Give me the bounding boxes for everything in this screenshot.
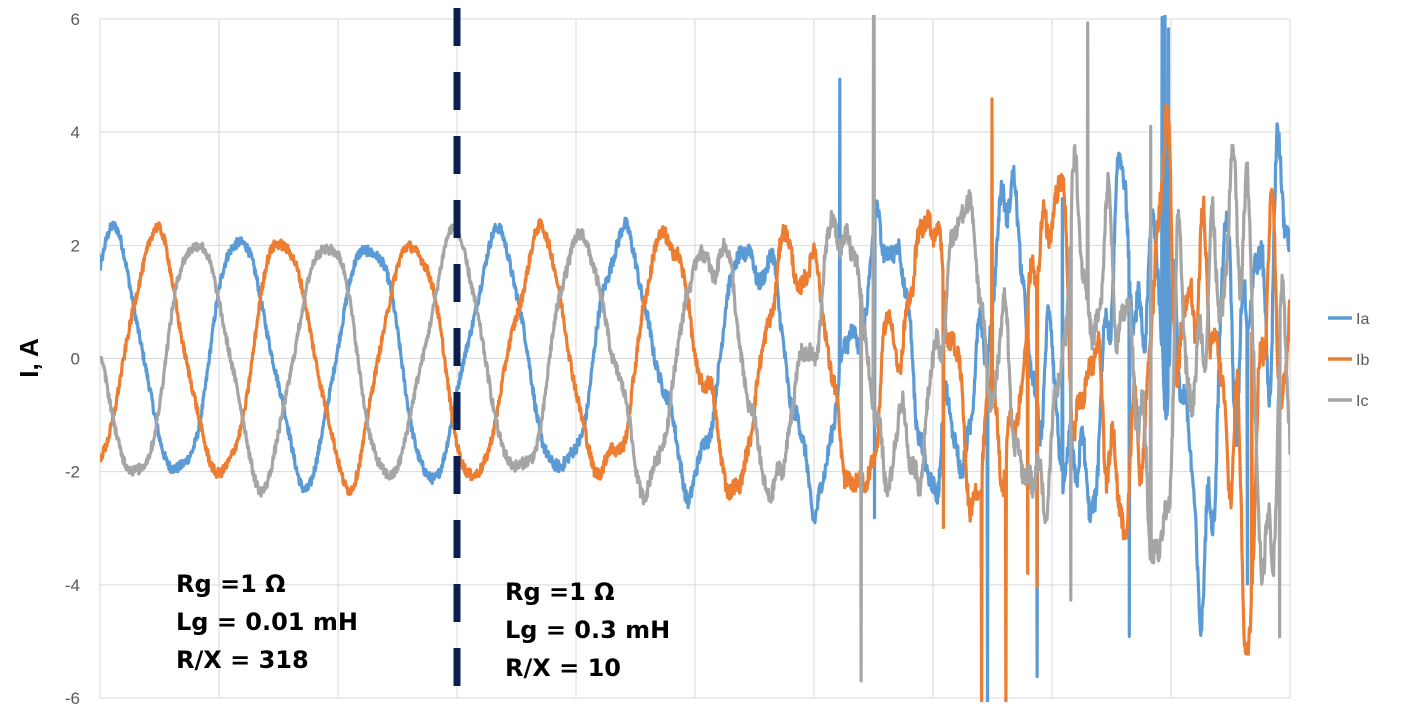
y-tick-label: 6 — [71, 10, 80, 29]
series-line-ib — [100, 97, 1290, 702]
legend-label-ic: Ic — [1356, 393, 1368, 410]
y-tick-label: -4 — [65, 576, 80, 595]
y-axis-ticks: 6 4 2 0 -2 -4 -6 — [65, 10, 80, 708]
annotations: Rg =1 Ω Lg = 0.01 mH R/X = 318 Rg =1 Ω Lg = … — [176, 570, 670, 682]
legend-label-ib: Ib — [1356, 352, 1369, 369]
y-axis-label: I, A — [14, 338, 44, 378]
y-tick-label: 0 — [71, 350, 80, 369]
legend: Ia Ib Ic — [1328, 311, 1369, 410]
annotation-left-line-1: Lg = 0.01 mH — [176, 608, 358, 636]
y-tick-label: 2 — [71, 236, 80, 255]
annotation-right-line-1: Lg = 0.3 mH — [505, 616, 670, 644]
y-tick-label: 4 — [71, 123, 80, 142]
series-line-ic — [100, 15, 1290, 683]
series-lines — [100, 15, 1290, 702]
annotation-left-line-2: R/X = 318 — [176, 646, 309, 674]
series-line-ia — [100, 15, 1290, 702]
y-tick-label: -2 — [65, 463, 80, 482]
legend-label-ia: Ia — [1356, 311, 1369, 328]
y-tick-label: -6 — [65, 689, 80, 708]
annotation-left-line-0: Rg =1 Ω — [176, 570, 286, 598]
annotation-right-line-2: R/X = 10 — [505, 654, 621, 682]
annotation-right-line-0: Rg =1 Ω — [505, 578, 615, 606]
